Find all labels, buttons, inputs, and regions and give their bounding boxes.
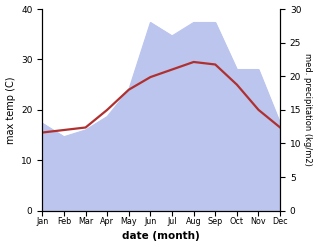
- Y-axis label: med. precipitation (kg/m2): med. precipitation (kg/m2): [303, 53, 313, 166]
- Y-axis label: max temp (C): max temp (C): [5, 76, 16, 144]
- X-axis label: date (month): date (month): [122, 231, 200, 242]
